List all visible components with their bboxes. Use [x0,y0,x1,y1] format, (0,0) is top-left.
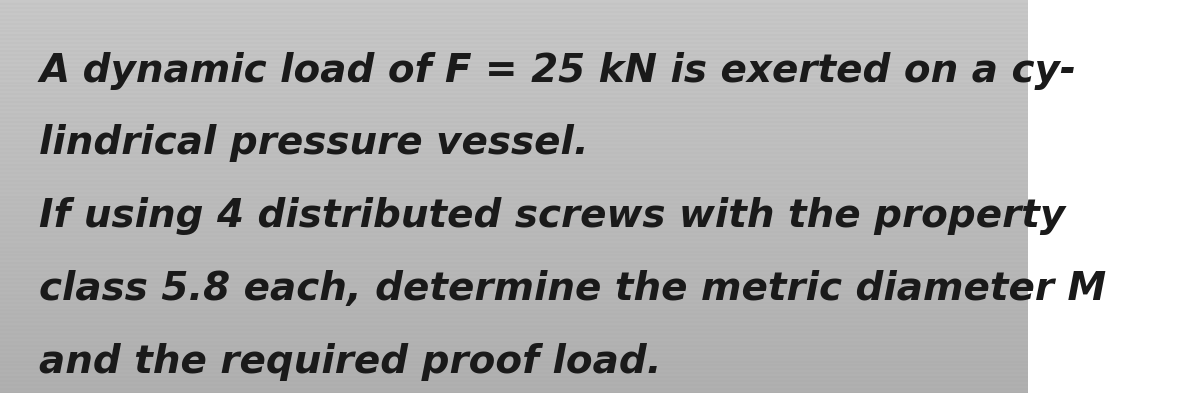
Text: If using 4 distributed screws with the property: If using 4 distributed screws with the p… [40,197,1066,235]
Text: class 5.8 each, determine the metric diameter M: class 5.8 each, determine the metric dia… [40,270,1106,308]
Text: and the required proof load.: and the required proof load. [40,343,661,380]
Text: lindrical pressure vessel.: lindrical pressure vessel. [40,125,589,162]
Text: A dynamic load of F = 25 kN is exerted on a cy-: A dynamic load of F = 25 kN is exerted o… [40,52,1076,90]
